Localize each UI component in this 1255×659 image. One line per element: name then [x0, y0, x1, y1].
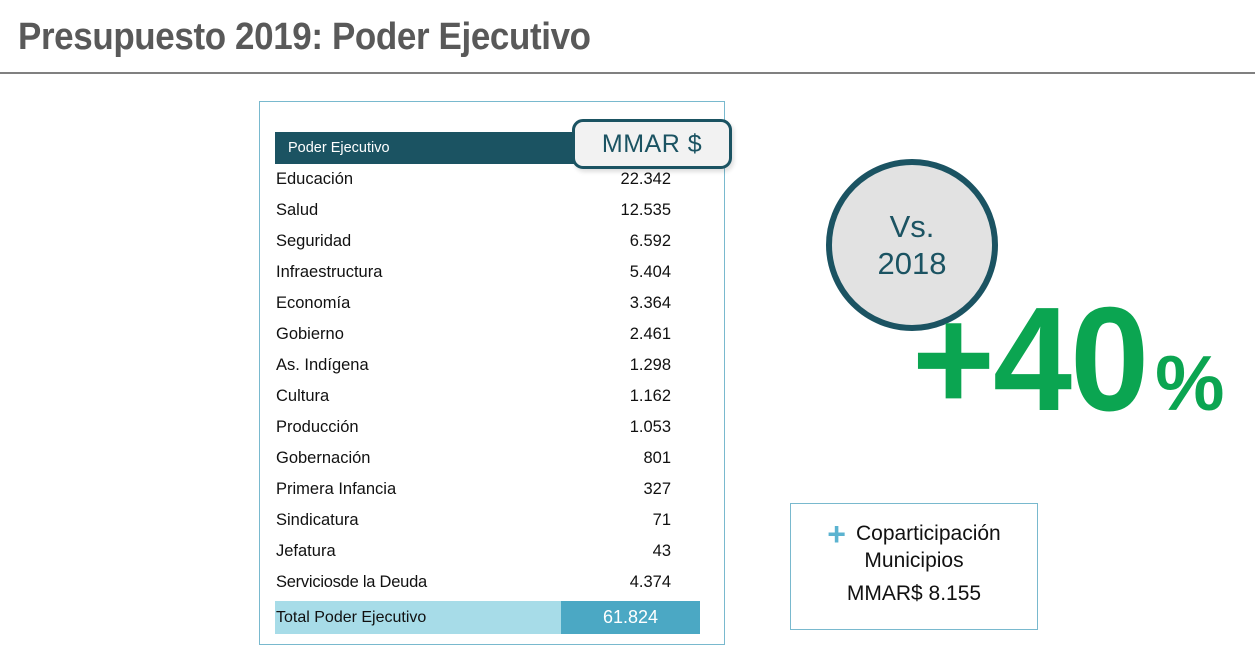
comparison-circle-line1: Vs. — [889, 209, 935, 244]
table-row-label: Sindicatura — [276, 511, 359, 529]
table-row: Economía 3.364 — [275, 288, 701, 319]
table-row-label: Cultura — [276, 387, 330, 405]
table-row-value: 6.592 — [629, 232, 671, 250]
table-row-value: 71 — [652, 511, 671, 529]
coparticipacion-title: Coparticipación — [855, 522, 1001, 545]
table-row-label: Economía — [276, 294, 351, 312]
coparticipacion-box: + Coparticipación Municipios MMAR$ 8.155 — [790, 503, 1038, 630]
comparison-circle-line2: 2018 — [877, 246, 947, 281]
table-row-label: Producción — [276, 418, 359, 436]
page-title: Presupuesto 2019: Poder Ejecutivo — [18, 16, 591, 58]
table-header-row: Poder Ejecutivo MMAR $ — [275, 119, 732, 169]
total-label: Total Poder Ejecutivo — [276, 608, 427, 626]
coparticipacion-subtitle: Municipios — [864, 549, 964, 572]
table-row-label: Primera Infancia — [276, 480, 397, 498]
title-divider — [0, 72, 1255, 74]
table-row-label: Jefatura — [276, 542, 336, 560]
table-row-value: 1.053 — [629, 418, 671, 436]
table-row-value: 22.342 — [620, 170, 671, 188]
table-row: Jefatura 43 — [275, 536, 701, 567]
table-row: Educación 22.342 — [275, 164, 701, 195]
table-row: Primera Infancia 327 — [275, 474, 701, 505]
table-row: Serviciosde la Deuda 4.374 — [275, 567, 701, 598]
table-row: Cultura 1.162 — [275, 381, 701, 412]
total-value-cell: 61.824 — [561, 601, 700, 634]
table-row-label: Serviciosde la Deuda — [276, 573, 427, 591]
coparticipacion-heading: + Coparticipación — [791, 516, 1037, 552]
table-header-label: Poder Ejecutivo — [288, 140, 390, 156]
plus-icon: + — [827, 516, 846, 552]
table-row-value: 1.162 — [629, 387, 671, 405]
table-row-label: Educación — [276, 170, 354, 188]
table-row: Gobernación 801 — [275, 443, 701, 474]
comparison-circle: Vs. 2018 — [826, 159, 998, 331]
table-row-value: 12.535 — [620, 201, 671, 219]
table-row: Infraestructura 5.404 — [275, 257, 701, 288]
budget-table-card: Poder Ejecutivo MMAR $ Educación 22.342 Sa… — [259, 101, 732, 645]
table-row-label: Seguridad — [276, 232, 352, 250]
total-label-cell: Total Poder Ejecutivo — [275, 601, 561, 634]
table-row: Salud 12.535 — [275, 195, 701, 226]
table-row-value: 4.374 — [629, 573, 671, 591]
table-row-value: 1.298 — [629, 356, 671, 374]
table-row: Gobierno 2.461 — [275, 319, 701, 350]
table-row: Seguridad 6.592 — [275, 226, 701, 257]
percent-sign: % — [1155, 339, 1225, 427]
unit-badge: MMAR $ — [572, 119, 732, 169]
total-value: 61.824 — [602, 607, 659, 627]
table-row-label: Salud — [276, 201, 319, 219]
table-body: Educación 22.342 Salud 12.535 Seguridad 6.592… — [275, 164, 701, 598]
table-row: Sindicatura 71 — [275, 505, 701, 536]
percent-change-value: +40 — [912, 277, 1149, 442]
table-row: As. Indígena 1.298 — [275, 350, 701, 381]
table-row-label: Gobierno — [276, 325, 344, 343]
table-row-label: As. Indígena — [276, 356, 369, 374]
table-row: Producción 1.053 — [275, 412, 701, 443]
table-row-value: 5.404 — [629, 263, 671, 281]
table-row-value: 3.364 — [629, 294, 671, 312]
percent-change: +40 % — [912, 286, 1224, 434]
table-row-value: 2.461 — [629, 325, 671, 343]
coparticipacion-amount: MMAR$ 8.155 — [846, 582, 982, 605]
table-total-row: Total Poder Ejecutivo 61.824 — [275, 601, 701, 634]
table-row-value: 43 — [652, 542, 671, 560]
table-row-label: Gobernación — [276, 449, 371, 467]
table-row-value: 327 — [643, 480, 671, 498]
table-row-label: Infraestructura — [276, 263, 383, 281]
table-row-value: 801 — [643, 449, 671, 467]
budget-table: Poder Ejecutivo MMAR $ Educación 22.342 Sa… — [275, 119, 732, 634]
unit-badge-label: MMAR $ — [601, 129, 703, 158]
